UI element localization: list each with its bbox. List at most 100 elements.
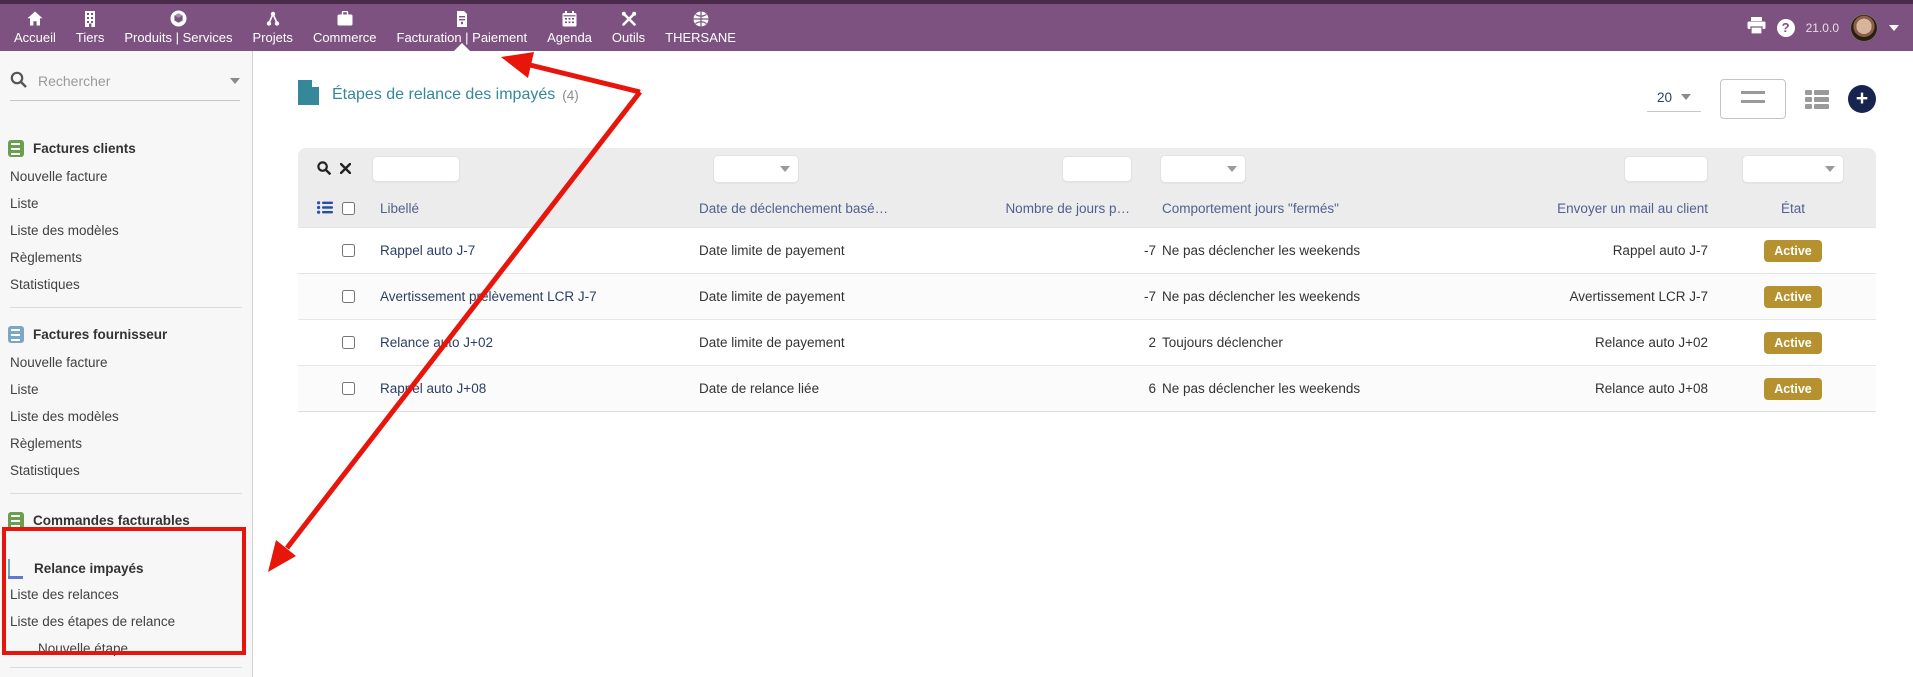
filter-jours-input[interactable] xyxy=(1062,156,1132,182)
menu-agenda[interactable]: Agenda xyxy=(537,4,602,51)
main-content: Étapes de relance des impayés (4) 20 + xyxy=(254,51,1913,677)
sidebar-section-factures-fournisseur[interactable]: Factures fournisseur xyxy=(8,325,244,343)
row-comportement: Ne pas déclencher les weekends xyxy=(1162,243,1361,258)
filter-clear-icon[interactable] xyxy=(339,162,352,177)
status-badge: Active xyxy=(1764,239,1822,262)
menu-projets[interactable]: Projets xyxy=(242,4,302,51)
sidebar-item-statistiques[interactable]: Statistiques xyxy=(10,277,80,292)
home-icon xyxy=(27,10,43,27)
col-comportement[interactable]: Comportement jours "fermés" xyxy=(1162,201,1339,216)
row-checkbox[interactable] xyxy=(342,336,355,349)
filter-etat-select[interactable] xyxy=(1742,155,1844,183)
menu-label: Tiers xyxy=(75,30,105,45)
col-etat[interactable]: État xyxy=(1780,201,1805,216)
sidebar-item-liste-relances[interactable]: Liste des relances xyxy=(10,587,119,602)
top-menu-bar: Accueil Tiers Produits | Services Projet… xyxy=(0,0,1913,51)
col-date-declenchement[interactable]: Date de déclenchement basé… xyxy=(699,201,889,216)
list-view-icon xyxy=(1741,91,1765,107)
filter-comportement-select[interactable] xyxy=(1160,155,1246,183)
menu-accueil[interactable]: Accueil xyxy=(4,4,66,51)
table-row: Rappel auto J-7 Date limite de payement … xyxy=(298,227,1876,273)
col-nombre-jours[interactable]: Nombre de jours p… xyxy=(1005,201,1130,216)
col-envoyer-mail[interactable]: Envoyer un mail au client xyxy=(1557,201,1708,216)
record-count: (4) xyxy=(562,87,579,103)
factures-fournisseur-links: Nouvelle facture Liste Liste des modèles… xyxy=(0,349,252,484)
topbar-right-tools: ? 21.0.0 xyxy=(1747,4,1913,51)
grid-view-button[interactable] xyxy=(1805,89,1829,109)
filter-date-select[interactable] xyxy=(713,155,799,183)
search-caret-icon[interactable] xyxy=(230,78,240,84)
menu-produits-services[interactable]: Produits | Services xyxy=(114,4,242,51)
sidebar-item-nouvelle-etape[interactable]: Nouvelle étape xyxy=(38,641,129,656)
sidebar-item-liste-etapes-relance[interactable]: Liste des étapes de relance xyxy=(10,614,176,629)
sidebar-item-nouvelle-facture[interactable]: Nouvelle facture xyxy=(10,355,108,370)
row-libelle-link[interactable]: Rappel auto J+08 xyxy=(380,381,487,396)
page-header: Étapes de relance des impayés (4) 20 + xyxy=(298,71,1876,119)
row-libelle-link[interactable]: Avertissement prélèvement LCR J-7 xyxy=(380,289,597,304)
print-icon[interactable] xyxy=(1747,16,1766,39)
billable-orders-icon xyxy=(8,511,24,529)
sidebar-item-liste[interactable]: Liste xyxy=(10,382,39,397)
sidebar-item-liste-modeles[interactable]: Liste des modèles xyxy=(10,223,119,238)
filter-libelle-input[interactable] xyxy=(372,156,460,182)
filter-search-icon[interactable] xyxy=(317,160,332,178)
search-icon xyxy=(10,71,27,91)
sidebar-item-nouvelle-facture[interactable]: Nouvelle facture xyxy=(10,169,108,184)
page-size-select[interactable]: 20 xyxy=(1646,87,1701,112)
building-icon xyxy=(84,10,96,27)
sidebar-item-reglements[interactable]: Règlements xyxy=(10,436,83,451)
list-view-button[interactable] xyxy=(1720,79,1786,119)
filter-mail-input[interactable] xyxy=(1624,156,1708,182)
row-date-base: Date limite de payement xyxy=(699,243,845,258)
menu-commerce[interactable]: Commerce xyxy=(303,4,387,51)
user-avatar[interactable] xyxy=(1850,13,1878,42)
sidebar-section-factures-clients[interactable]: Factures clients xyxy=(8,139,244,157)
sidebar-divider xyxy=(10,667,242,668)
row-libelle-link[interactable]: Relance auto J+02 xyxy=(380,335,493,350)
col-libelle[interactable]: Libellé xyxy=(380,201,420,216)
row-libelle-link[interactable]: Rappel auto J-7 xyxy=(380,243,476,258)
products-icon xyxy=(170,10,187,27)
tools-icon xyxy=(621,10,637,27)
menu-thersane[interactable]: THERSANE xyxy=(655,4,746,51)
row-checkbox[interactable] xyxy=(342,382,355,395)
menu-label: Outils xyxy=(611,30,646,45)
search-input[interactable] xyxy=(36,72,221,90)
row-checkbox[interactable] xyxy=(342,290,355,303)
row-date-base: Date de relance liée xyxy=(699,381,820,396)
menu-label: Accueil xyxy=(14,30,56,45)
menu-facturation-paiement[interactable]: Facturation | Paiement xyxy=(387,4,538,51)
list-controls: 20 + xyxy=(1646,79,1876,119)
page-title-icon xyxy=(298,80,319,110)
sidebar-section-relance-impayes[interactable]: Relance impayés xyxy=(8,558,244,579)
section-title: Factures clients xyxy=(33,140,136,156)
help-icon[interactable]: ? xyxy=(1776,18,1795,37)
menu-outils[interactable]: Outils xyxy=(602,4,655,51)
sidebar-item-liste-modeles[interactable]: Liste des modèles xyxy=(10,409,119,424)
filter-row xyxy=(298,148,1876,190)
page-size-value: 20 xyxy=(1656,89,1672,105)
table-head: Libellé Date de déclenchement basé… Nomb… xyxy=(298,148,1876,227)
menu-label: Facturation | Paiement xyxy=(396,30,528,45)
sidebar-divider xyxy=(10,307,242,308)
row-jours: 2 xyxy=(1148,335,1156,350)
section-title: Factures fournisseur xyxy=(33,326,168,342)
sidebar-section-commandes-facturables[interactable]: Commandes facturables xyxy=(8,511,244,529)
row-mail: Relance auto J+08 xyxy=(1595,381,1708,396)
add-record-button[interactable]: + xyxy=(1848,85,1876,113)
row-mail: Relance auto J+02 xyxy=(1595,335,1708,350)
customer-invoice-icon xyxy=(8,139,24,157)
list-fields-icon[interactable] xyxy=(317,200,333,217)
status-badge: Active xyxy=(1764,285,1822,308)
sidebar-item-liste[interactable]: Liste xyxy=(10,196,39,211)
menu-tiers[interactable]: Tiers xyxy=(66,4,114,51)
chevron-down-icon[interactable] xyxy=(1889,24,1899,31)
page-title[interactable]: Étapes de relance des impayés xyxy=(332,86,556,103)
row-checkbox[interactable] xyxy=(342,244,355,257)
status-badge: Active xyxy=(1764,377,1822,400)
invoice-icon xyxy=(456,10,468,27)
table-row: Avertissement prélèvement LCR J-7 Date l… xyxy=(298,273,1876,319)
select-all-checkbox[interactable] xyxy=(342,202,355,215)
sidebar-item-statistiques[interactable]: Statistiques xyxy=(10,463,80,478)
sidebar-item-reglements[interactable]: Règlements xyxy=(10,250,83,265)
